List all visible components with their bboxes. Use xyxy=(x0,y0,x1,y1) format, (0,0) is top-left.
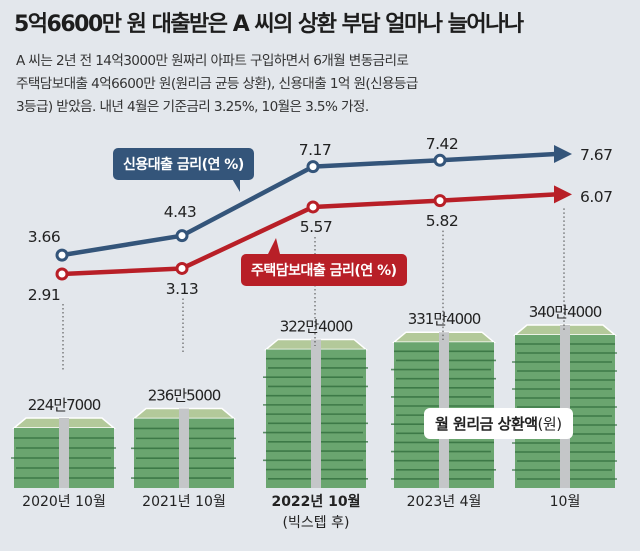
category-label: 2021년 10월 xyxy=(142,494,226,510)
subtitle-line: 주택담보대출 4억6600만 원(원리금 균등 상환), 신용대출 1억 원(신… xyxy=(16,76,418,92)
rate-label: 3.66 xyxy=(28,228,61,246)
data-point xyxy=(175,261,189,275)
category-label: 2023년 4월 xyxy=(407,494,482,510)
legend-mortgage: 주택담보대출 금리(연 %) xyxy=(241,254,407,286)
subtitle-line: 3등급) 받았음. 내년 4월은 기준금리 3.25%, 10월은 3.5% 가… xyxy=(16,99,369,115)
data-labels: 3.66 4.43 7.17 7.42 7.67 2.91 3.13 5.57 5.82 6.07 xyxy=(28,135,613,304)
rate-label: 7.67 xyxy=(580,146,613,164)
data-point xyxy=(55,267,69,281)
repayment-legend-main: 월 원리금 상환액 xyxy=(435,415,538,433)
data-point xyxy=(433,194,447,208)
stack-band xyxy=(179,408,189,488)
data-point xyxy=(306,160,320,174)
category-label: 2020년 10월 xyxy=(22,494,106,510)
repayment-label: 236만5000 xyxy=(148,387,221,405)
rate-label: 7.17 xyxy=(299,141,332,159)
chart-title: 5억6600만 원 대출받은 A 씨의 상환 부담 얼마나 늘어나나 xyxy=(14,12,524,37)
arrow-head xyxy=(554,185,572,204)
guide-lines xyxy=(62,208,565,371)
stack-band xyxy=(59,418,69,488)
data-point xyxy=(55,248,69,262)
rate-label: 5.57 xyxy=(300,218,333,236)
rate-label: 3.13 xyxy=(166,280,199,298)
rate-label: 2.91 xyxy=(28,286,61,304)
category-label: 2022년 10월 xyxy=(271,493,360,510)
legend-pointer xyxy=(268,238,280,254)
money-stack: 236만5000 2021년 10월 xyxy=(131,387,237,510)
subtitle-line: A 씨는 2년 전 14억3000만 원짜리 아파트 구입하면서 6개월 변동금… xyxy=(16,53,409,69)
legend-credit-loan: 신용대출 금리(연 %) xyxy=(113,148,254,180)
stack-band xyxy=(560,325,570,488)
repayment-label: 322만4000 xyxy=(280,317,353,335)
data-point xyxy=(306,200,320,214)
repayment-label: 331만4000 xyxy=(408,310,481,328)
rate-label: 4.43 xyxy=(164,203,197,221)
money-stack: 224만7000 2020년 10월 xyxy=(11,396,117,510)
rate-label: 7.42 xyxy=(426,135,459,153)
rate-lines xyxy=(55,145,572,281)
category-note: (빅스텝 후) xyxy=(283,515,350,531)
money-stack: 322만4000 2022년 10월 (빅스텝 후) xyxy=(263,317,369,531)
repayment-label: 340만4000 xyxy=(529,303,602,321)
stack-band xyxy=(311,339,321,488)
repayment-legend: 월 원리금 상환액(원) xyxy=(424,408,573,439)
chart-subtitle: A 씨는 2년 전 14억3000만 원짜리 아파트 구입하면서 6개월 변동금… xyxy=(16,50,418,119)
rate-label: 6.07 xyxy=(580,188,613,206)
arrow-head xyxy=(554,145,572,163)
repayment-legend-unit: (원) xyxy=(537,415,563,433)
data-point xyxy=(175,229,189,243)
repayment-label: 224만7000 xyxy=(28,396,101,414)
money-stack: 340만4000 10월 xyxy=(512,303,618,510)
category-label: 10월 xyxy=(550,494,581,510)
data-point xyxy=(433,153,447,167)
rate-label: 5.82 xyxy=(426,212,459,230)
